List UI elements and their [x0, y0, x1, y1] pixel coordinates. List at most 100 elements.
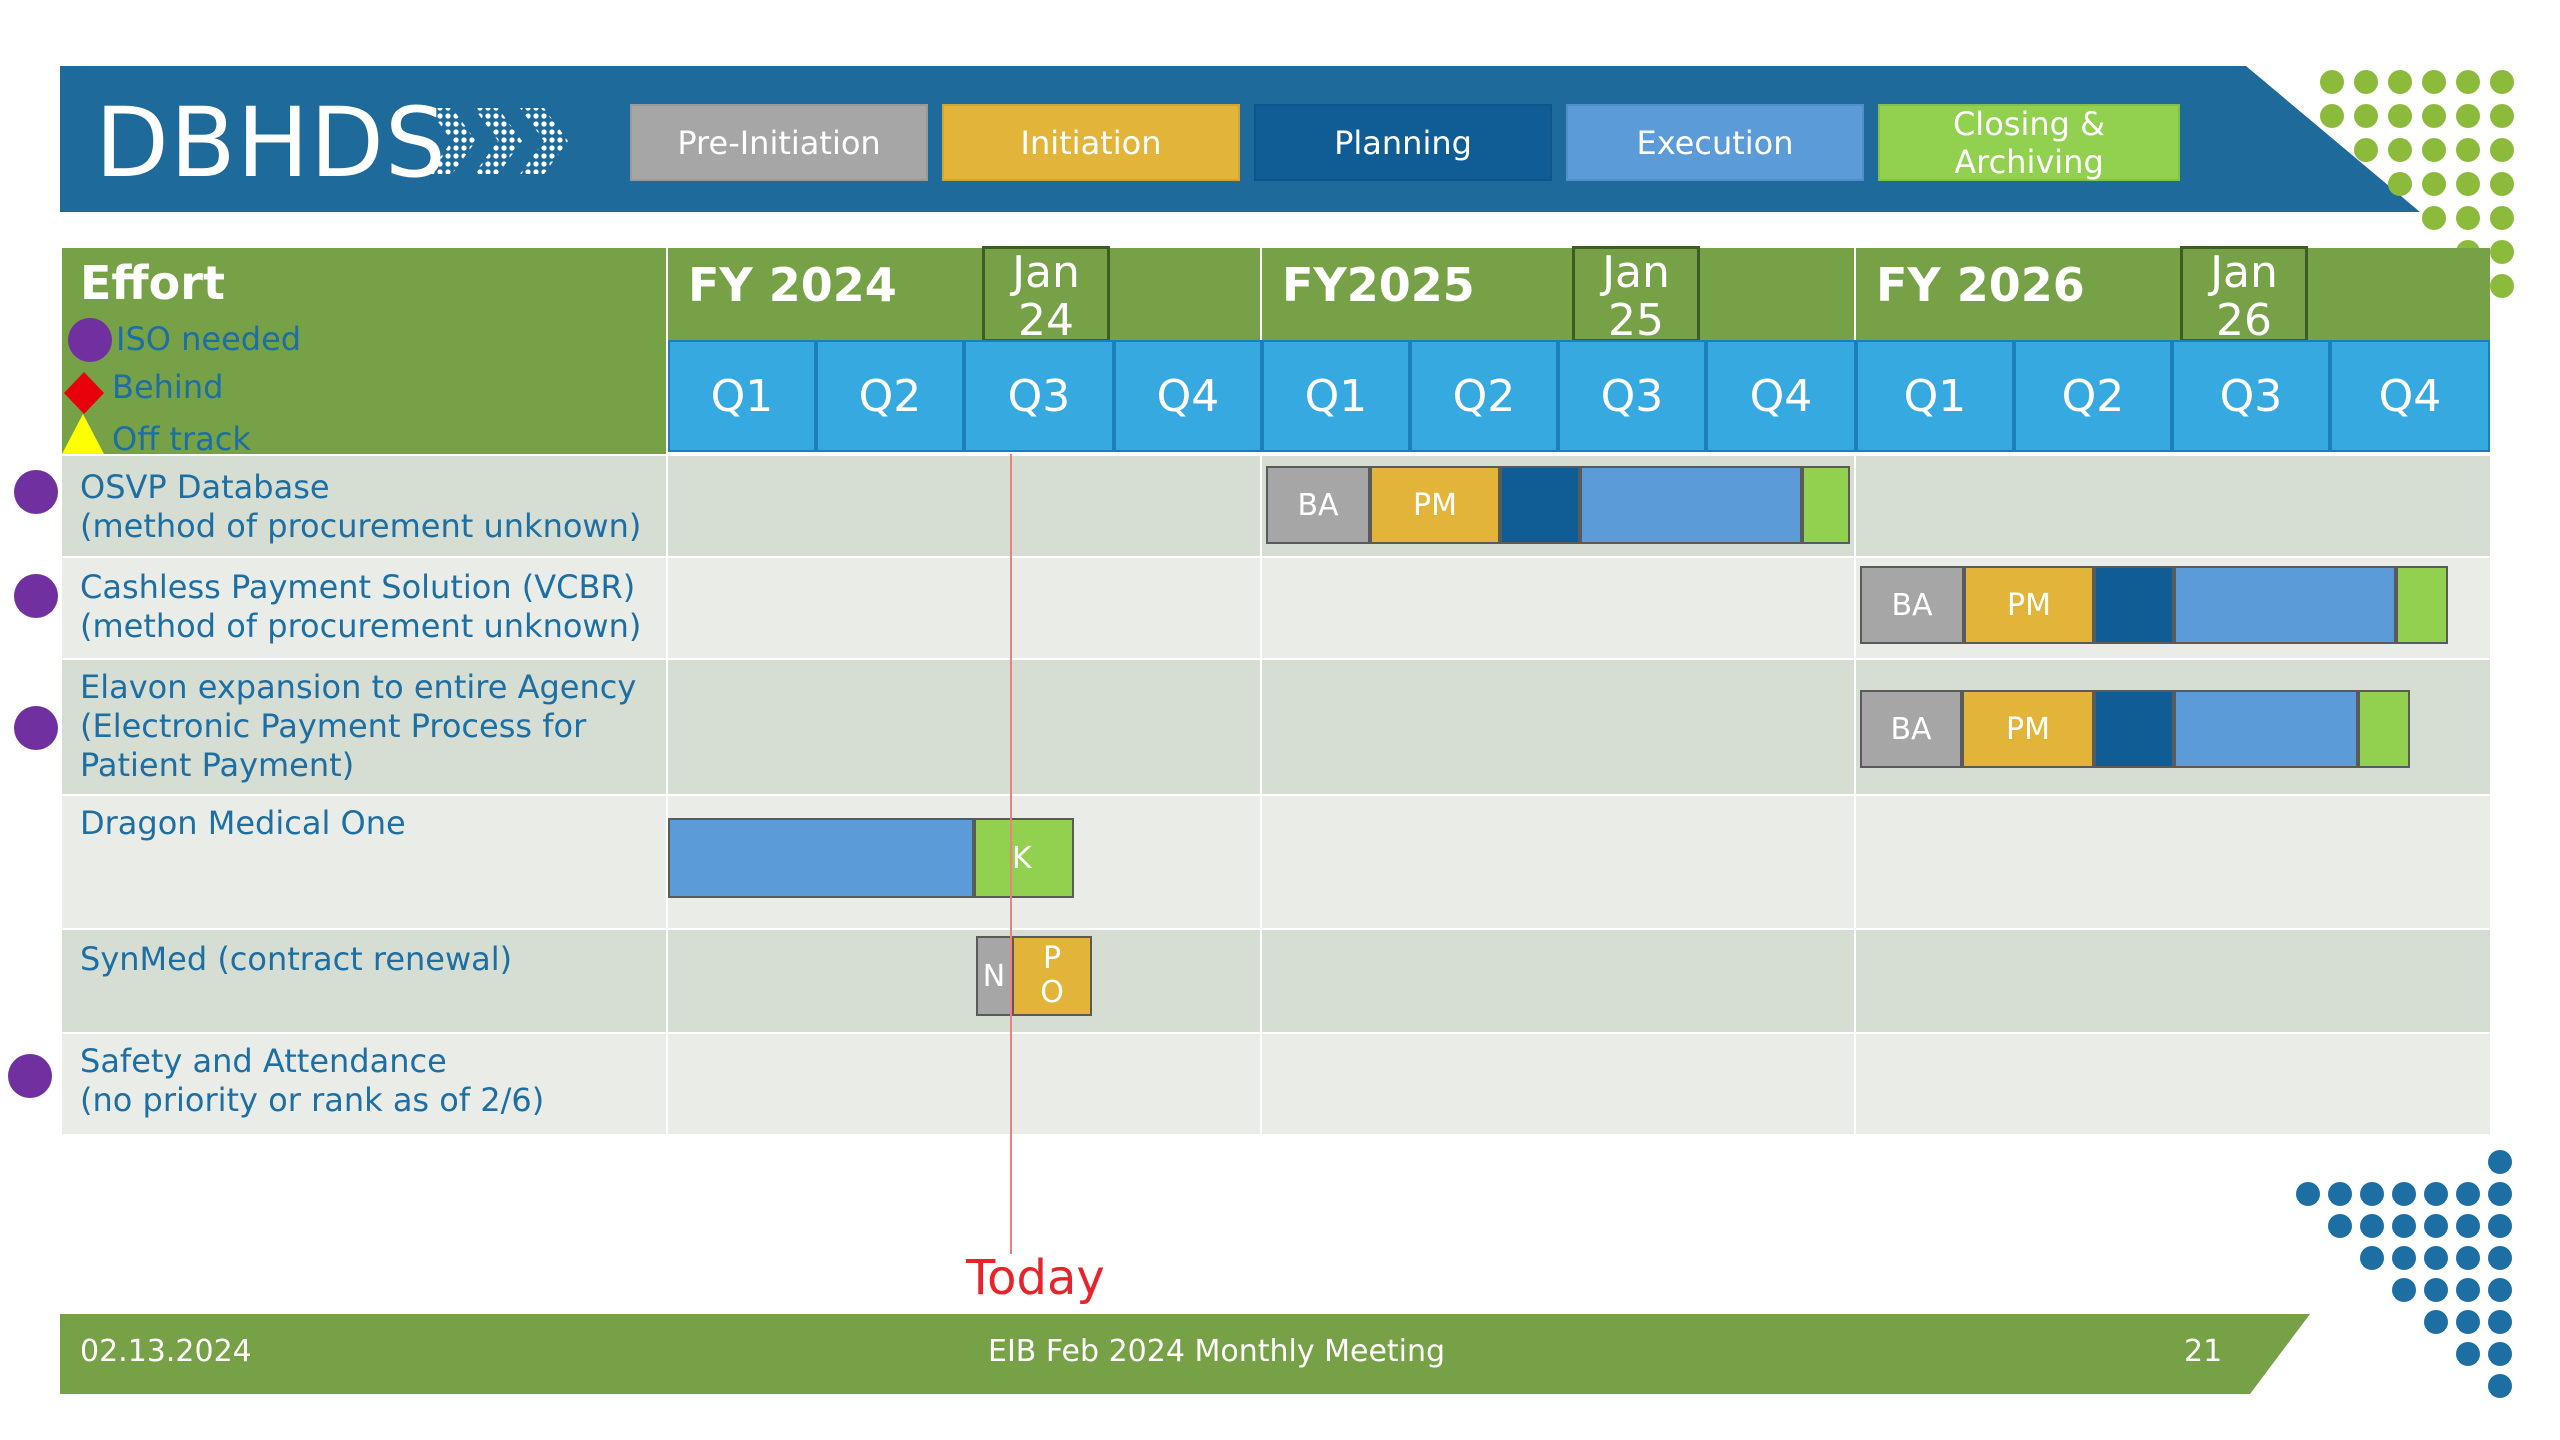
decorative-dot [2320, 70, 2344, 94]
decorative-dot [2490, 206, 2514, 230]
row-cell [668, 558, 1260, 658]
decorative-dot [2392, 1182, 2416, 1206]
decorative-dot [2490, 70, 2514, 94]
row-label-synmed: SynMed (contract renewal) [80, 940, 512, 979]
quarter-cell: Q1 [1262, 340, 1410, 452]
decorative-dot [2490, 138, 2514, 162]
decorative-dot [2422, 206, 2446, 230]
decorative-dot [2490, 274, 2514, 298]
decorative-dot [2490, 172, 2514, 196]
row-name: OSVP Database [80, 468, 330, 506]
row-cell [668, 456, 1260, 556]
decorative-dot [2354, 70, 2378, 94]
phase-pre-initiation: Pre-Initiation [630, 104, 928, 181]
row-cell [62, 558, 666, 658]
bar-planning [2094, 690, 2174, 768]
decorative-dot [2456, 1246, 2480, 1270]
bar-initiation: PM [1964, 566, 2094, 644]
decorative-dot [2488, 1310, 2512, 1334]
bar-closing [1802, 466, 1850, 544]
quarter-cell: Q3 [964, 340, 1114, 452]
decorative-dot [2456, 1214, 2480, 1238]
decorative-dot [2424, 1214, 2448, 1238]
row-sub: Patient Payment) [80, 746, 355, 784]
bar-initiation: P O [1012, 936, 1092, 1016]
quarter-cell: Q1 [1856, 340, 2014, 452]
decorative-dot [2422, 70, 2446, 94]
decorative-dot [2360, 1214, 2384, 1238]
bar-closing: K [974, 818, 1074, 898]
page-number: 21 [2184, 1334, 2223, 1369]
decorative-dot [2488, 1278, 2512, 1302]
row-cell [1262, 796, 1854, 928]
decorative-dot [2388, 70, 2412, 94]
quarter-cell: Q3 [1558, 340, 1706, 452]
decorative-dot [2392, 1246, 2416, 1270]
decorative-dot [2354, 138, 2378, 162]
yellow-triangle-icon [62, 414, 104, 454]
decorative-dot [2456, 1182, 2480, 1206]
phase-label: Initiation [1020, 123, 1162, 162]
row-cell [1262, 660, 1854, 794]
fy-header-2025 [1262, 248, 1854, 340]
decorative-dot [2328, 1214, 2352, 1238]
effort-title: Effort [80, 256, 225, 310]
bar-closing [2396, 566, 2448, 644]
row-name: Safety and Attendance [80, 1042, 447, 1080]
decorative-dot [2456, 138, 2480, 162]
bar-execution [668, 818, 974, 898]
decorative-dot [2456, 206, 2480, 230]
row-name: SynMed (contract renewal) [80, 940, 513, 978]
quarter-cell: Q1 [668, 340, 816, 452]
decorative-dot [2422, 172, 2446, 196]
row-label-cashless: Cashless Payment Solution (VCBR) (method… [80, 568, 641, 646]
row-cell [1262, 930, 1854, 1032]
row-cell [1856, 456, 2490, 556]
row-cell [668, 660, 1260, 794]
footer-title: EIB Feb 2024 Monthly Meeting [988, 1334, 1446, 1369]
decorative-dot [2488, 1214, 2512, 1238]
decorative-dot [2456, 104, 2480, 128]
row-cell [62, 796, 666, 928]
iso-needed-icon [14, 706, 58, 750]
row-cell [1856, 1034, 2490, 1134]
jan-marker: Jan 25 [1572, 246, 1700, 345]
phase-execution: Execution [1566, 104, 1864, 181]
decorative-dot [2456, 70, 2480, 94]
decorative-dot [2488, 1182, 2512, 1206]
row-cell [668, 930, 1260, 1032]
decorative-dot [2488, 1342, 2512, 1366]
chevron-logo-icon [428, 108, 568, 174]
decorative-dot [2488, 1150, 2512, 1174]
decorative-dot [2320, 104, 2344, 128]
decorative-dot [2456, 1342, 2480, 1366]
row-label-elavon: Elavon expansion to entire Agency (Elect… [80, 668, 636, 785]
legend-iso-needed: ISO needed [116, 320, 302, 358]
bar-label: O [1040, 975, 1064, 1010]
row-sub: (no priority or rank as of 2/6) [80, 1081, 545, 1119]
row-name: Cashless Payment Solution (VCBR) [80, 568, 636, 606]
decorative-dot [2354, 104, 2378, 128]
red-diamond-icon [64, 372, 104, 414]
row-cell [1262, 1034, 1854, 1134]
quarter-cell: Q4 [1706, 340, 1856, 452]
quarter-cell: Q4 [2330, 340, 2490, 452]
row-cell [62, 456, 666, 556]
bar-execution [2174, 566, 2396, 644]
fy-label: FY 2026 [1876, 258, 2085, 312]
row-cell [1856, 930, 2490, 1032]
decorative-dot [2422, 104, 2446, 128]
today-line [1010, 454, 1012, 1254]
decorative-dot [2392, 1278, 2416, 1302]
phase-label: Execution [1636, 123, 1794, 162]
quarter-cell: Q4 [1114, 340, 1262, 452]
row-cell [62, 930, 666, 1032]
row-cell [62, 1034, 666, 1134]
fy-header-2026 [1856, 248, 2490, 340]
decorative-dot [2424, 1182, 2448, 1206]
decorative-dot [2424, 1246, 2448, 1270]
row-cell [62, 660, 666, 794]
quarter-cell: Q2 [816, 340, 964, 452]
quarter-cell: Q2 [2014, 340, 2172, 452]
decorative-dot [2456, 172, 2480, 196]
